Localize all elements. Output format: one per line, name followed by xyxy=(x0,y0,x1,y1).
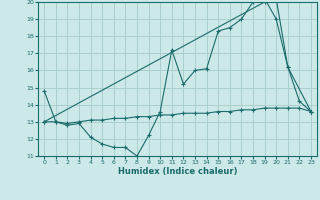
X-axis label: Humidex (Indice chaleur): Humidex (Indice chaleur) xyxy=(118,167,237,176)
